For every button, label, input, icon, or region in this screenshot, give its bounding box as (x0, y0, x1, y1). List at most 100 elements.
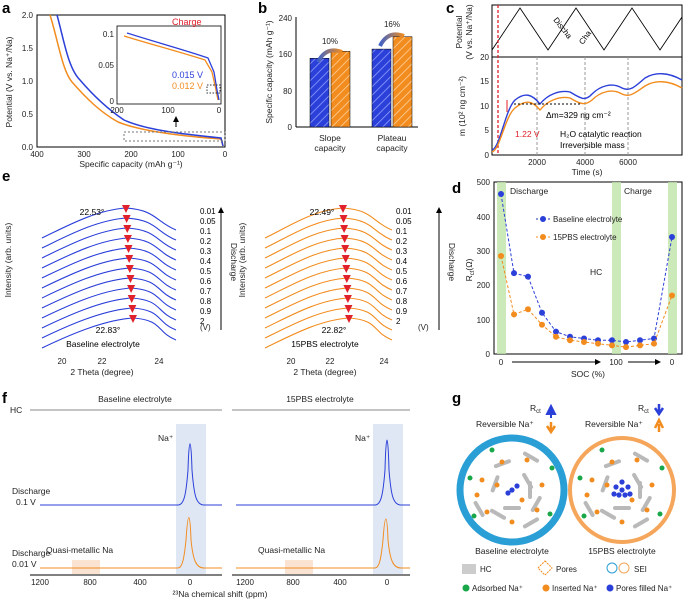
region-end (668, 182, 677, 354)
peak-marker (339, 215, 348, 223)
ticks-a-y: 0.0 0.5 1.0 1.5 2.0 (22, 11, 34, 152)
curve-0012 (49, 14, 224, 147)
adsorbed-na (581, 513, 587, 519)
voltage-label: 0.6 (396, 277, 408, 286)
f-right-title: 15PBS electrolyte (286, 394, 354, 404)
legend-inserted: Inserted Na⁺ (552, 584, 598, 593)
ylabel-a: Potential (V vs. Na⁺/Na) (4, 36, 14, 127)
peak-marker (125, 255, 134, 263)
ytick-b: 80 (283, 87, 292, 96)
hc-label: HC (590, 267, 602, 277)
hc-layers-right (577, 447, 665, 529)
xtick-f: 1200 (236, 578, 254, 587)
inset-xtick: 0 (217, 106, 222, 115)
inset-zoom (206, 84, 221, 94)
triangle-wave (491, 7, 683, 51)
up-arrow-orange (653, 417, 665, 432)
ytick-c: 5 (485, 126, 490, 135)
v-01: 0.1 V (16, 497, 36, 507)
xtick-f: 0 (188, 578, 193, 587)
ticks-d-y: 0 100 200 300 400 500 (477, 178, 491, 359)
voltage-label: 0.1 (396, 227, 408, 236)
xtick-d: 0 (670, 358, 675, 367)
adsorbed-na (467, 475, 473, 481)
region-mid (612, 182, 621, 354)
xtick-e: 24 (155, 357, 164, 366)
ylabel-b: Specific capacity (mAh g⁻¹) (264, 20, 274, 123)
xrd-curve (264, 287, 393, 319)
xtick-d: 0 (499, 358, 504, 367)
cat-b-1a: Slope (319, 133, 341, 143)
pores-filled-na (619, 487, 625, 493)
down-arrow-orange (545, 422, 557, 435)
inset-ytick: 0 (110, 97, 115, 106)
ylabel-d-r: R (464, 275, 474, 281)
inserted-na (474, 492, 480, 498)
region-charge: Charge (624, 186, 652, 196)
adsorbed-na (549, 465, 555, 471)
peak-marker (122, 215, 131, 223)
peak-marker (126, 275, 135, 283)
peak-marker (342, 265, 351, 273)
xtick-e: 20 (58, 357, 67, 366)
adsorbed-na (657, 511, 663, 517)
legend-adsorbed: Adsorbed Na⁺ (472, 584, 523, 593)
inserted-na (644, 507, 650, 513)
reversible-right: Reversible Na⁺ (585, 419, 643, 429)
panel-label-c: c (446, 0, 454, 17)
voltage-label: 0.05 (200, 217, 216, 226)
nmr-pbs-001 (236, 518, 410, 569)
xtick-a: 300 (77, 150, 91, 159)
peak-marker (127, 295, 136, 303)
legend-0015: 0.015 V (172, 70, 203, 80)
voltage-label: 0.8 (396, 297, 408, 306)
ylabel-e-left: Intensity (arb. units) (3, 223, 13, 298)
baseline-point (511, 270, 517, 277)
pbs-point (623, 344, 629, 351)
inserted-na (494, 482, 500, 488)
region-start (497, 182, 506, 354)
ylabel-d-unit: (Ω) (464, 258, 474, 270)
inserted-na (609, 459, 615, 465)
pbs-point (553, 333, 559, 340)
ylabel-c: m (10² ng cm⁻²) (457, 76, 467, 136)
peak-bottom-right: 22.82° (322, 325, 347, 335)
legend-baseline: Baseline electrolyte (553, 215, 623, 224)
voltage-labels-right: 0.010.050.10.20.30.40.50.60.70.80.92 (396, 207, 412, 326)
v-001: 0.01 V (12, 559, 37, 569)
xlabel-f: ²³Na chemical shift (ppm) (173, 589, 268, 599)
legend-pores-filled: Pores filled Na⁺ (616, 584, 672, 593)
ytick-a: 0.5 (22, 110, 34, 119)
voltage-label: 0.5 (200, 267, 212, 276)
legend-inserted-dot (542, 584, 550, 592)
mass-baseline (491, 73, 683, 151)
pores-filled-na (625, 484, 631, 490)
inset-curve-0015 (126, 32, 220, 101)
pbs-point (539, 321, 545, 328)
panel-label-a: a (2, 0, 11, 17)
panel-label-d: d (452, 180, 461, 197)
peak-marker (341, 255, 350, 263)
voltage-label: 0.2 (200, 237, 212, 246)
ytick-a: 1.5 (22, 44, 34, 53)
curve-0015 (56, 14, 224, 147)
baseline-point (609, 337, 615, 344)
baseline-point (651, 335, 657, 342)
g-right-name: 15PBS electrolyte (588, 546, 656, 556)
xtick-e: 22 (98, 357, 107, 366)
xrd-curve (264, 277, 393, 309)
rct-left: Rct (530, 403, 541, 415)
xrd-curve (264, 227, 393, 259)
inserted-na (479, 477, 485, 483)
panel-label-f: f (2, 390, 8, 407)
bar-baseline (309, 58, 330, 128)
inset-a (116, 25, 222, 105)
xlabel-c: Time (s) (572, 167, 603, 177)
hc-layer (489, 508, 507, 520)
peak-marker (339, 205, 347, 213)
voltage-label: 0.7 (396, 287, 408, 296)
ytick-a: 0.0 (22, 143, 34, 152)
legend-pbs: 15PBS electrolyte (553, 233, 617, 242)
ylabel-c-top1: Potential (454, 15, 464, 48)
nmr-baseline-001 (40, 517, 222, 569)
